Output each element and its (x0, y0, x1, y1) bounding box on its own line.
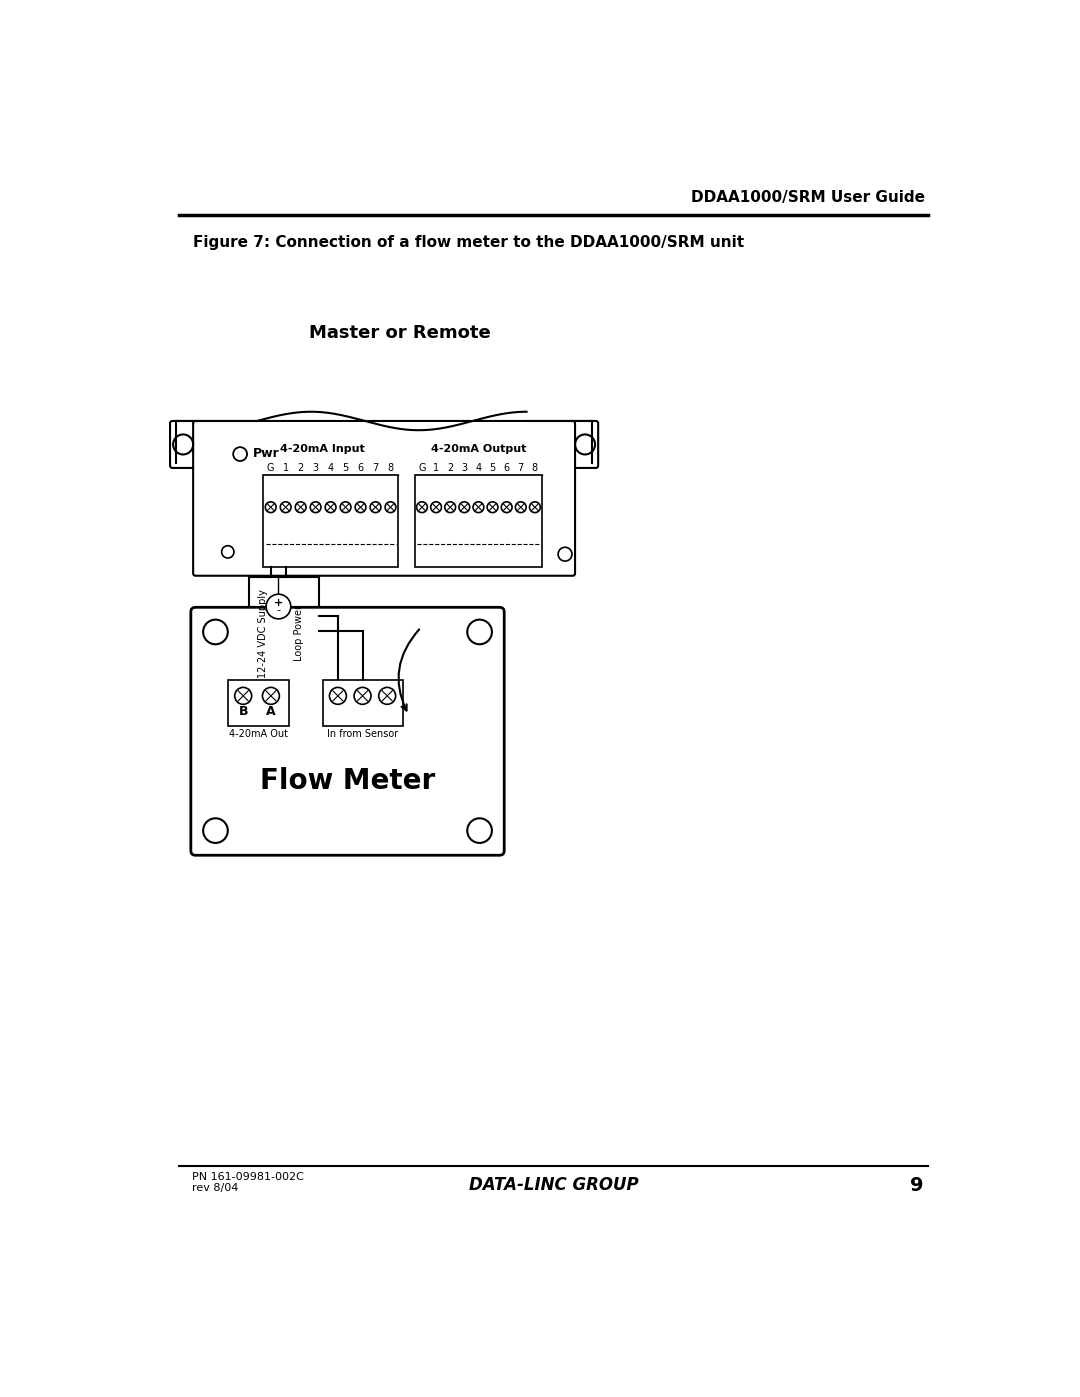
Text: 6: 6 (503, 464, 510, 474)
Text: G: G (267, 464, 274, 474)
Text: 8: 8 (388, 464, 393, 474)
Text: DDAA1000/SRM User Guide: DDAA1000/SRM User Guide (690, 190, 924, 205)
Text: 5: 5 (342, 464, 349, 474)
Text: A: A (266, 705, 275, 718)
FancyBboxPatch shape (193, 420, 575, 576)
Text: +: + (274, 598, 283, 609)
Text: Flow Meter: Flow Meter (260, 767, 435, 795)
Text: PN 161-09981-002C: PN 161-09981-002C (191, 1172, 303, 1182)
Text: 6: 6 (357, 464, 364, 474)
Text: DATA-LINC GROUP: DATA-LINC GROUP (469, 1175, 638, 1193)
Bar (323, 680, 403, 726)
Text: 3: 3 (312, 464, 319, 474)
Bar (415, 475, 542, 567)
Bar (228, 680, 289, 726)
Text: -: - (276, 605, 281, 616)
Circle shape (266, 594, 291, 619)
Text: Master or Remote: Master or Remote (309, 324, 490, 342)
Text: 4-20mA Output: 4-20mA Output (431, 444, 526, 454)
Text: 4: 4 (475, 464, 482, 474)
Text: 7: 7 (373, 464, 379, 474)
Text: Figure 7: Connection of a flow meter to the DDAA1000/SRM unit: Figure 7: Connection of a flow meter to … (193, 235, 744, 250)
FancyBboxPatch shape (170, 420, 202, 468)
Text: 12-24 VDC Supply: 12-24 VDC Supply (258, 588, 268, 678)
Text: 2: 2 (447, 464, 454, 474)
FancyBboxPatch shape (191, 608, 504, 855)
Text: 4-20mA Input: 4-20mA Input (280, 444, 365, 454)
Text: Loop Power: Loop Power (294, 605, 305, 661)
Text: G: G (418, 464, 426, 474)
Text: 4: 4 (327, 464, 334, 474)
Text: rev 8/04: rev 8/04 (191, 1183, 238, 1193)
Text: 8: 8 (531, 464, 538, 474)
Bar (264, 475, 397, 567)
Text: 7: 7 (517, 464, 524, 474)
Text: 9: 9 (909, 1175, 923, 1194)
Text: 2: 2 (297, 464, 303, 474)
Text: In from Sensor: In from Sensor (327, 729, 399, 739)
Text: 1: 1 (433, 464, 440, 474)
Text: 3: 3 (461, 464, 468, 474)
Text: Pwr: Pwr (253, 447, 279, 460)
FancyBboxPatch shape (567, 420, 598, 468)
Text: 4-20mA Out: 4-20mA Out (229, 729, 288, 739)
Text: 5: 5 (489, 464, 496, 474)
Bar (249, 577, 319, 689)
Text: 1: 1 (283, 464, 288, 474)
Text: B: B (239, 705, 248, 718)
